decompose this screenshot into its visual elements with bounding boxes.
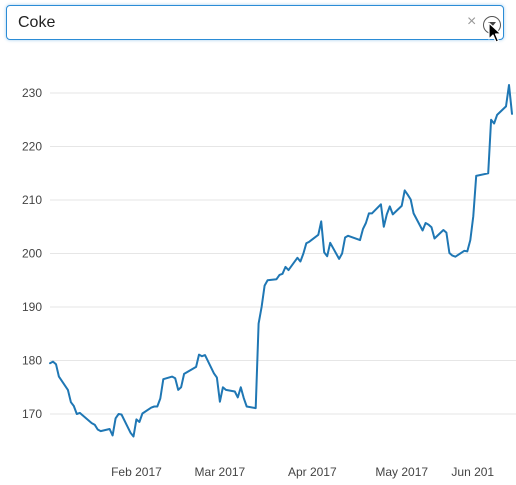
y-tick-label: 220 — [22, 140, 42, 154]
y-tick-label: 170 — [22, 407, 42, 421]
dropdown-selected-value: Coke — [18, 14, 56, 31]
price-series-line — [49, 84, 513, 438]
x-axis-ticks: Feb 2017 Mar 2017 Apr 2017 May 2017 Jun 201 — [111, 465, 494, 479]
y-tick-label: 180 — [22, 354, 42, 368]
gridlines — [50, 92, 516, 415]
x-tick-label: Apr 2017 — [288, 465, 337, 479]
clear-icon[interactable]: × — [467, 13, 477, 30]
y-tick-label: 210 — [22, 193, 42, 207]
y-tick-label: 230 — [22, 86, 42, 100]
company-dropdown[interactable]: Coke × — [6, 5, 504, 40]
y-tick-label: 200 — [22, 247, 42, 261]
x-tick-label: Mar 2017 — [195, 465, 246, 479]
x-tick-label: May 2017 — [375, 465, 428, 479]
y-tick-label: 190 — [22, 300, 42, 314]
x-tick-label: Jun 201 — [451, 465, 494, 479]
mouse-cursor-icon — [488, 22, 502, 43]
y-axis-ticks: 170 180 190 200 210 220 230 — [22, 86, 42, 421]
x-tick-label: Feb 2017 — [111, 465, 162, 479]
